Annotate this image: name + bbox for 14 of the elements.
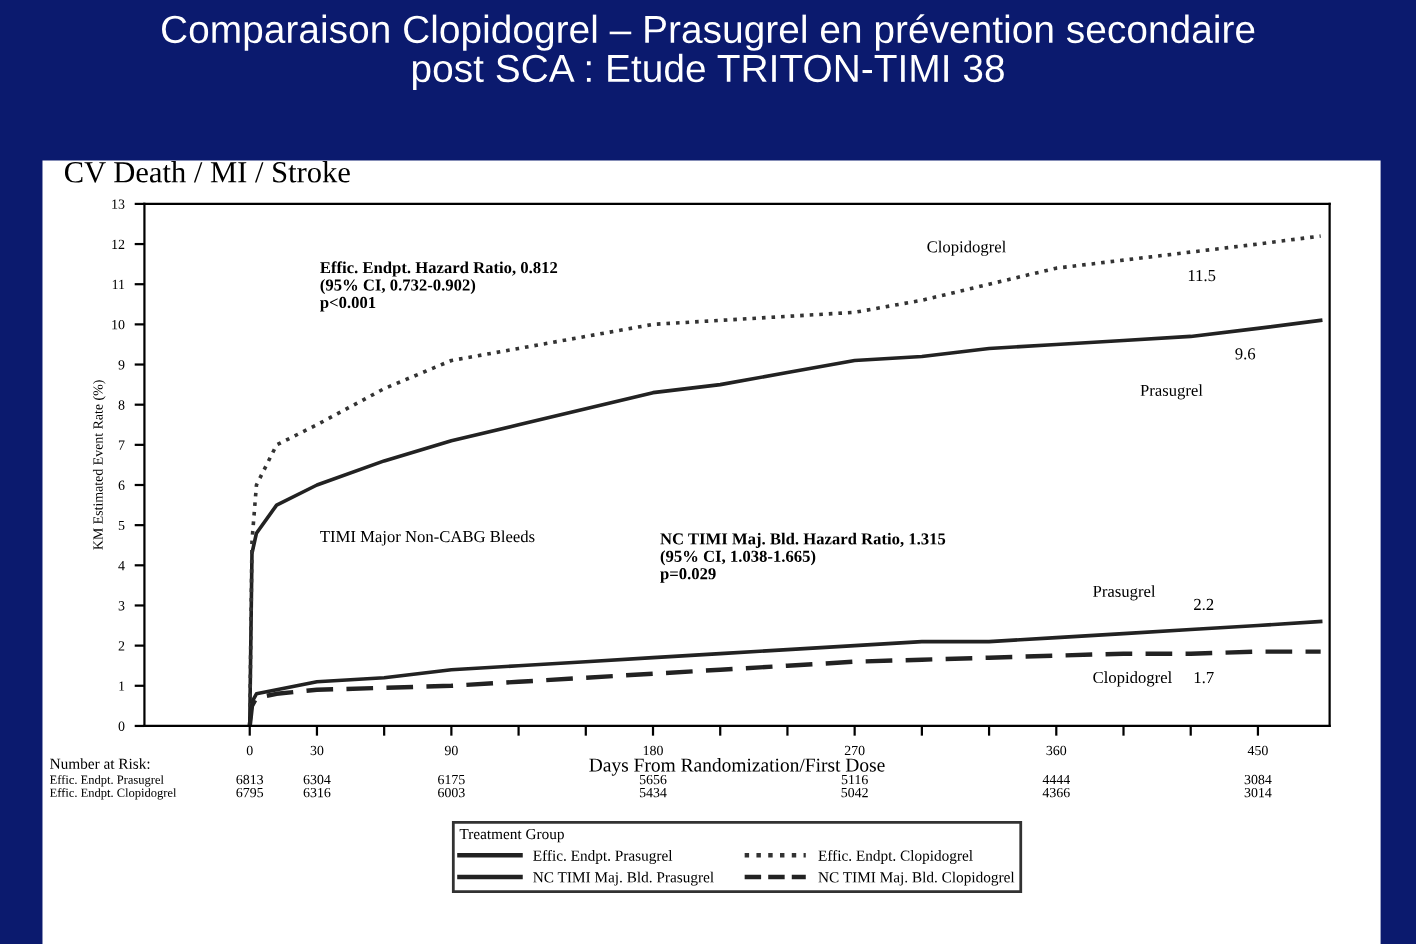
annotation: 1.7 <box>1194 671 1214 684</box>
annotation: TIMI Major Non-CABG Bleeds <box>320 530 535 546</box>
annotation: Prasugrel <box>1140 384 1203 400</box>
annotation: 9.6 <box>1235 348 1256 360</box>
chart-subtitle: CV Death / MI / Stroke <box>64 161 350 183</box>
annotation: 11.5 <box>1188 269 1216 282</box>
annotation: Effic. Endpt. Hazard Ratio, 0.812 (95% CI, 0.732-0.902) p<0.001 <box>320 261 558 312</box>
annotation: Clopidogrel <box>1093 671 1172 687</box>
annotation: 2.2 <box>1194 598 1214 611</box>
annotation: NC TIMI Maj. Bld. Hazard Ratio, 1.315 (95% CI, 1.038-1.665) p=0.029 <box>660 532 946 583</box>
annotation: Prasugrel <box>1093 585 1156 601</box>
annotation: Clopidogrel <box>927 240 1006 256</box>
chart-title: Comparaison Clopidogrel – Prasugrel en prévention secondaire post SCA : Etude TRITON-TIMI 38 <box>162 14 1255 90</box>
x-axis-title: Days From Randomization/First Dose <box>589 757 885 776</box>
